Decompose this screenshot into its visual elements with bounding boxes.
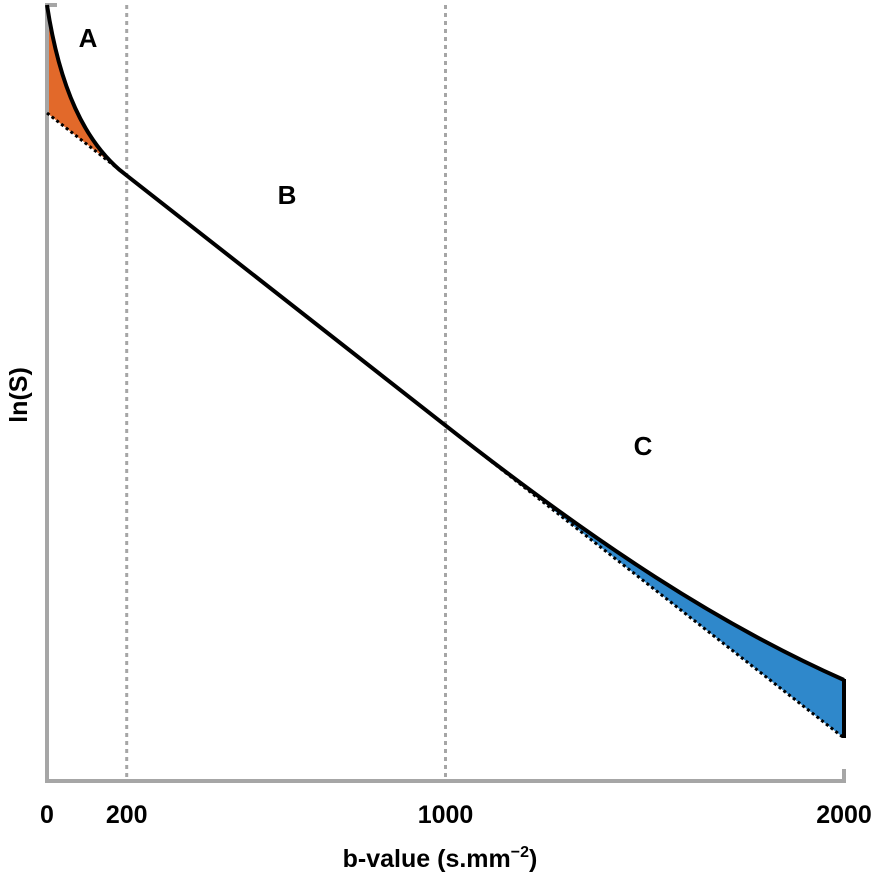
x-tick-label: 2000	[816, 801, 872, 829]
x-tick-label: 200	[106, 801, 148, 829]
signal-curve	[45, 4, 845, 682]
region-label-b: B	[278, 180, 297, 210]
x-tick-label: 1000	[418, 801, 474, 829]
region-label-c: C	[634, 431, 653, 461]
y-axis-label: ln(S)	[5, 367, 33, 423]
x-axis-label: b-value (s.mm−2)	[343, 844, 538, 873]
region-a-fill	[47, 5, 120, 171]
x-tick-label: 0	[40, 801, 54, 829]
region-label-a: A	[79, 23, 98, 53]
